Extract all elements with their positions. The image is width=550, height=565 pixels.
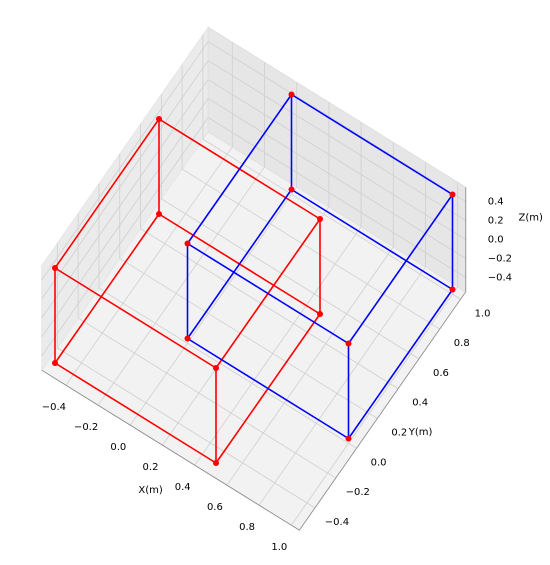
box-edge — [54, 362, 217, 464]
grid-line — [161, 198, 420, 360]
vertex-point — [184, 240, 191, 247]
vertex-point — [52, 265, 58, 271]
x-tick-label: 0.4 — [175, 482, 191, 493]
box-edge — [186, 189, 293, 339]
grid-line — [207, 60, 466, 221]
axis-line — [41, 369, 300, 531]
z-axis-label: Z(m) — [519, 213, 543, 224]
x-tick-label: 0.2 — [143, 462, 159, 473]
grid-line — [97, 166, 265, 406]
z-tick-label: −0.2 — [488, 254, 512, 265]
grid-line — [207, 117, 466, 278]
box-edge — [54, 213, 160, 364]
x-tick-label: −0.4 — [42, 402, 66, 413]
vertex-point — [288, 91, 295, 98]
axis-line — [299, 291, 467, 531]
grid-line — [207, 79, 466, 240]
box-edge — [187, 337, 349, 440]
grid-line — [207, 98, 466, 259]
grid-line — [202, 138, 461, 300]
vertex-point — [317, 216, 323, 222]
vertex-point — [52, 360, 58, 366]
y-tick-label: 1.0 — [475, 308, 491, 319]
grid-line — [41, 117, 209, 357]
grid-line — [98, 287, 357, 449]
box-edge — [347, 194, 454, 344]
vertex-point — [345, 435, 352, 442]
grid-line — [207, 41, 466, 202]
y-tick-label: 0.8 — [454, 338, 470, 349]
grid-line — [57, 347, 316, 509]
vertex-point — [345, 340, 352, 347]
vertex-point — [184, 335, 191, 342]
box-edge — [186, 94, 293, 244]
grid-line — [226, 246, 394, 486]
grid-line — [194, 226, 362, 466]
vertex-point — [213, 365, 219, 371]
grid-line — [77, 317, 336, 479]
x-tick-label: 0.8 — [239, 522, 255, 533]
y-tick-label: 0.6 — [433, 368, 449, 379]
box-edge — [347, 289, 454, 439]
vertex-point — [449, 286, 456, 293]
x-axis-label: X(m) — [138, 485, 162, 496]
y-tick-label: −0.2 — [346, 487, 370, 498]
grid-line — [119, 258, 378, 419]
vertex-point — [156, 116, 162, 122]
grid-line — [41, 79, 209, 319]
vertex-point — [317, 311, 323, 317]
y-tick-label: 0.0 — [371, 457, 387, 468]
x-tick-label: 0.6 — [207, 502, 223, 513]
x-tick-label: −0.2 — [74, 422, 98, 433]
grid-line — [140, 228, 399, 389]
vertex-point — [288, 186, 295, 193]
grid-line — [129, 186, 298, 426]
y-tick-label: 0.4 — [412, 398, 428, 409]
y-axis-label: Y(m) — [408, 427, 433, 438]
grid-line — [258, 266, 426, 506]
y-tick-label: −0.4 — [325, 517, 349, 528]
vertex-point — [449, 191, 456, 198]
box-edge — [54, 118, 160, 269]
z-tick-label: −0.4 — [488, 273, 512, 284]
x-tick-label: 1.0 — [271, 542, 287, 553]
box-edge — [291, 93, 453, 196]
z-tick-label: 0.4 — [488, 197, 504, 208]
box-edge — [291, 188, 453, 291]
x-tick-label: 0.0 — [110, 442, 126, 453]
grid-line — [290, 286, 459, 526]
grid-line — [41, 41, 209, 281]
box-edge — [54, 267, 217, 369]
vertex-point — [156, 211, 162, 217]
grid-line — [41, 98, 209, 338]
vertex-point — [213, 460, 219, 466]
grid-line — [65, 146, 233, 386]
grid-line — [181, 168, 440, 330]
z-tick-label: 0.2 — [488, 216, 504, 227]
box-edge — [187, 242, 349, 345]
grid-line — [41, 60, 209, 300]
z-tick-label: 0.0 — [488, 235, 504, 246]
y-tick-label: 0.2 — [391, 427, 407, 438]
